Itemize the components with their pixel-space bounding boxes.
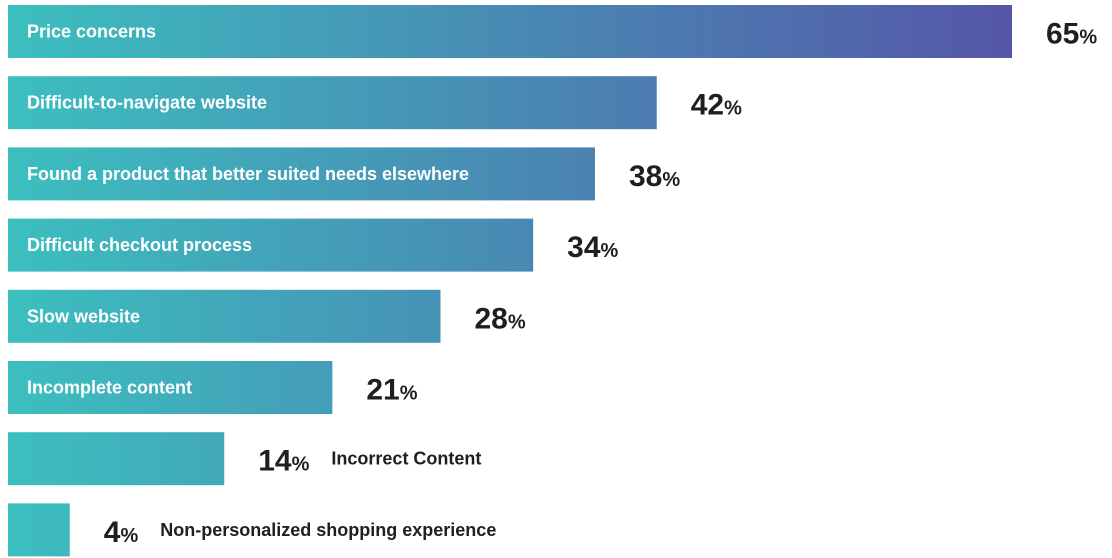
value-percent-sign: %	[292, 454, 310, 476]
value-number: 28	[474, 302, 507, 335]
bar-group: 21% Incomplete content	[8, 361, 418, 414]
category-label: Difficult checkout process	[27, 235, 252, 255]
value-number: 38	[629, 160, 662, 193]
bar-group: 65% Price concerns	[8, 5, 1097, 58]
bar-group: 4% Non-personalized shopping experience	[8, 503, 496, 557]
value-label: 65%	[1046, 18, 1097, 51]
category-label: Price concerns	[27, 22, 156, 42]
value-label: 4%	[104, 516, 139, 549]
bar	[8, 76, 657, 130]
value-percent-sign: %	[508, 311, 526, 333]
bar-group: 34% Difficult checkout process	[8, 218, 619, 272]
value-number: 4	[104, 516, 121, 549]
category-label: Incomplete content	[27, 378, 192, 398]
value-number: 34	[567, 231, 601, 264]
value-percent-sign: %	[400, 383, 418, 405]
category-label: Slow website	[27, 306, 140, 326]
category-label: Difficult-to-navigate website	[27, 93, 267, 113]
category-label: Non-personalized shopping experience	[160, 520, 496, 540]
bar-group: 14% Incorrect Content	[8, 432, 481, 486]
value-percent-sign: %	[1079, 27, 1097, 49]
bar-group: 38% Found a product that better suited ne…	[8, 147, 680, 201]
bar	[8, 147, 595, 201]
bar	[8, 432, 225, 486]
value-number: 14	[258, 445, 292, 478]
value-label: 42%	[691, 89, 742, 122]
value-label: 38%	[629, 160, 680, 193]
value-percent-sign: %	[120, 525, 138, 547]
bar	[8, 289, 441, 343]
value-number: 42	[691, 89, 724, 122]
value-label: 14%	[258, 445, 309, 478]
bar	[8, 503, 70, 557]
bar	[8, 5, 1012, 58]
bar	[8, 218, 534, 272]
bar-group: 42% Difficult-to-navigate website	[8, 76, 742, 130]
bar	[8, 361, 333, 414]
value-label: 21%	[366, 374, 417, 407]
category-label: Found a product that better suited needs…	[27, 164, 469, 184]
value-label: 28%	[474, 302, 525, 335]
value-percent-sign: %	[662, 169, 680, 191]
value-number: 21	[366, 374, 399, 407]
value-number: 65	[1046, 18, 1079, 51]
bar-group: 28% Slow website	[8, 289, 526, 343]
value-label: 34%	[567, 231, 618, 264]
value-percent-sign: %	[601, 240, 619, 262]
category-label: Incorrect Content	[331, 449, 481, 469]
value-percent-sign: %	[724, 98, 742, 120]
